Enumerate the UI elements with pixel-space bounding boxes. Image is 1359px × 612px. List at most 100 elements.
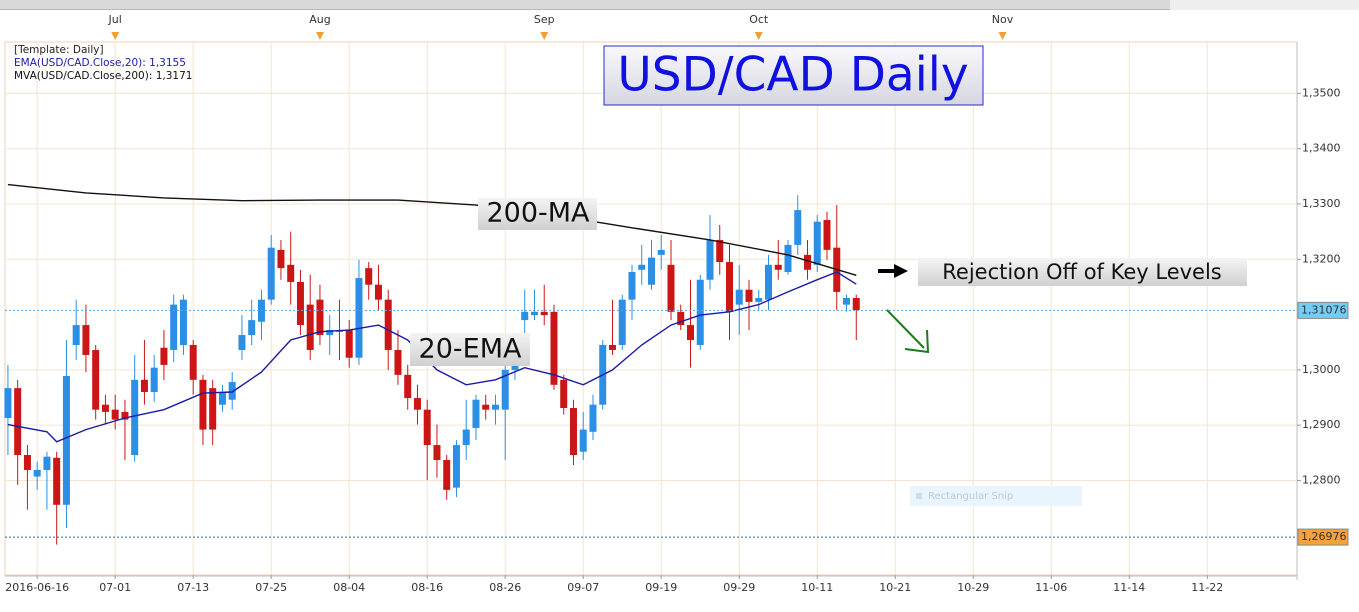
- price-label-box: [1297, 528, 1349, 546]
- candle-body: [804, 254, 812, 270]
- candle-body: [491, 404, 499, 410]
- candle-body: [160, 347, 168, 365]
- candle-body: [686, 325, 694, 341]
- candle-body: [238, 335, 246, 350]
- x-tick-label: 10-11: [801, 581, 833, 594]
- plot-area: [4, 41, 1298, 576]
- candle-body: [199, 379, 207, 430]
- arrow-green: [886, 309, 925, 349]
- candle-body: [209, 388, 217, 430]
- candle-body: [443, 459, 451, 490]
- price-label: 1,26976: [1301, 530, 1347, 543]
- month-label: Jul: [108, 13, 122, 26]
- candle-body: [647, 257, 655, 285]
- legend-template: [Template: Daily]: [14, 44, 104, 56]
- y-tick-label: 1,2900: [1302, 418, 1341, 431]
- candle-body: [638, 264, 646, 270]
- candle-body: [608, 344, 616, 350]
- candle-body: [228, 382, 236, 400]
- annotation-box: [918, 258, 1247, 286]
- month-label: Nov: [992, 13, 1014, 26]
- candle-body: [423, 409, 431, 446]
- x-tick-label: 08-16: [411, 581, 443, 594]
- snip-icon: [916, 493, 922, 499]
- candle-body: [189, 344, 197, 380]
- candle-body: [823, 220, 831, 250]
- x-tick-label: 11-14: [1113, 581, 1145, 594]
- candle-body: [745, 289, 753, 302]
- candle-body: [121, 411, 129, 420]
- candle-body: [433, 445, 441, 460]
- candle-body: [618, 299, 626, 345]
- y-tick-label: 1,3500: [1302, 86, 1341, 99]
- candle-body: [706, 239, 714, 280]
- candle-body: [374, 284, 382, 300]
- toolbar-edge: [0, 9, 1170, 10]
- candle-body: [550, 311, 558, 385]
- annotation-200ma: 200-MA: [486, 198, 590, 229]
- candle-body: [589, 404, 597, 432]
- candle-body: [23, 455, 31, 470]
- y-tick-label: 1,3400: [1302, 142, 1341, 155]
- candle-body: [521, 311, 529, 321]
- month-marker: [540, 32, 549, 40]
- snip-box: [910, 486, 1082, 506]
- candle-body: [579, 429, 587, 452]
- ma-line: [7, 183, 857, 276]
- candle-body: [14, 388, 22, 456]
- candle-body: [82, 325, 90, 355]
- x-tick-label: 09-07: [567, 581, 599, 594]
- candle-body: [404, 374, 412, 399]
- candle-body: [170, 304, 178, 350]
- candle-body: [667, 264, 675, 312]
- legend-mva: MVA(USD/CAD.Close,200): 1,3171: [14, 70, 192, 82]
- candle-body: [813, 221, 821, 265]
- price-label: 1,31076: [1301, 303, 1347, 316]
- y-tick-label: 1,3300: [1302, 197, 1341, 210]
- x-tick-label: 09-19: [645, 581, 677, 594]
- candle-body: [774, 264, 782, 270]
- candle-body: [43, 456, 51, 470]
- candle-body: [843, 297, 851, 305]
- candle-body: [540, 311, 548, 316]
- candle-body: [179, 299, 187, 345]
- candle-body: [452, 445, 460, 488]
- x-tick-label: 11-22: [1191, 581, 1223, 594]
- candle-body: [472, 399, 480, 428]
- y-tick-label: 1,3000: [1302, 363, 1341, 376]
- candle-body: [267, 247, 275, 300]
- candle-body: [725, 262, 733, 312]
- candle-body: [277, 249, 285, 269]
- candle-body: [316, 299, 324, 336]
- candle-body: [72, 325, 80, 345]
- x-tick-label: 07-01: [99, 581, 131, 594]
- annotation-box: [410, 333, 530, 366]
- candle-body: [384, 299, 392, 350]
- toolbar-strip: [0, 0, 1359, 9]
- candle-body: [677, 311, 685, 326]
- candle-body: [218, 391, 226, 405]
- x-tick-label: 11-06: [1035, 581, 1067, 594]
- month-marker: [111, 32, 120, 40]
- candle-body: [92, 349, 100, 410]
- arrow-green-head: [904, 329, 930, 354]
- x-tick-label: 07-13: [177, 581, 209, 594]
- candle-body: [530, 311, 538, 316]
- x-tick-label: 10-21: [879, 581, 911, 594]
- candle-body: [101, 404, 109, 412]
- candle-body: [365, 268, 373, 285]
- annotation-box: [478, 198, 597, 230]
- candle-body: [628, 272, 636, 300]
- plot: [4, 183, 1297, 545]
- candle-body: [326, 330, 334, 336]
- candle-body: [111, 409, 119, 420]
- candle-body: [345, 330, 353, 358]
- x-tick-label: 09-29: [723, 581, 755, 594]
- candle-body: [4, 388, 12, 418]
- y-tick-label: 1,3200: [1302, 252, 1341, 265]
- month-marker: [315, 32, 324, 40]
- candle-body: [755, 297, 763, 302]
- x-tick-label: 2016-06-16: [5, 581, 69, 594]
- y-tick-label: 1,2800: [1302, 473, 1341, 486]
